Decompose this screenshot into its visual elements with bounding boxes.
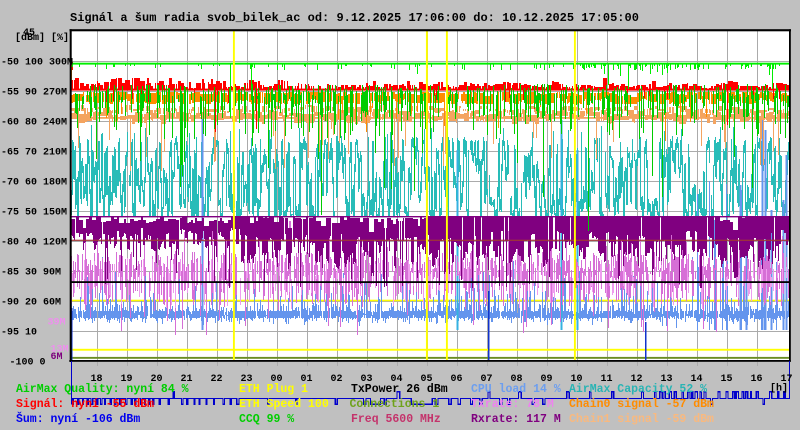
svg-text:-75 50 150M: -75 50 150M [1, 208, 67, 219]
svg-text:14: 14 [690, 374, 702, 385]
svg-text:-90 20 60M: -90 20 60M [1, 298, 61, 309]
svg-text:06: 06 [450, 374, 462, 385]
svg-text:16: 16 [750, 374, 762, 385]
svg-text:01: 01 [300, 374, 312, 385]
svg-text:10: 10 [570, 374, 582, 385]
svg-text:-60 80 240M: -60 80 240M [1, 118, 67, 129]
svg-text:23: 23 [240, 374, 252, 385]
svg-text:00: 00 [270, 374, 282, 385]
svg-text:[h]: [h] [770, 383, 788, 395]
svg-text:ETH Speed 100: ETH Speed 100 [239, 398, 329, 411]
svg-text:17: 17 [780, 374, 792, 385]
svg-text:-55 90 270M: -55 90 270M [1, 88, 67, 99]
svg-text:AirMax Quality: nyní 84 %: AirMax Quality: nyní 84 % [16, 383, 189, 396]
svg-text:-65 70 210M: -65 70 210M [1, 148, 67, 159]
svg-text:21: 21 [180, 374, 192, 385]
svg-text:TxPower 26 dBm: TxPower 26 dBm [351, 383, 448, 396]
svg-text:15: 15 [720, 374, 732, 385]
svg-text:Connections 1: Connections 1 [350, 398, 440, 411]
svg-text:Chain1 signal -59 dBm: Chain1 signal -59 dBm [569, 413, 714, 426]
svg-text:-50 100 300M: -50 100 300M [1, 58, 73, 69]
svg-text:13: 13 [660, 374, 672, 385]
svg-text:18: 18 [90, 374, 102, 385]
svg-text:Rxrate: 117 M: Rxrate: 117 M [471, 413, 561, 426]
svg-text:-85 30 90M: -85 30 90M [1, 268, 61, 279]
svg-text:6M: 6M [51, 352, 63, 363]
svg-text:ETH Plug 1: ETH Plug 1 [239, 383, 308, 396]
svg-text:Freq 5600 MHz: Freq 5600 MHz [351, 413, 441, 426]
svg-text:05: 05 [420, 374, 432, 385]
svg-text:19: 19 [120, 374, 132, 385]
svg-text:[dBm] [%]: [dBm] [%] [15, 32, 69, 44]
svg-text:45: 45 [23, 28, 35, 39]
svg-text:08: 08 [510, 374, 522, 385]
svg-text:20: 20 [150, 374, 162, 385]
svg-text:04: 04 [390, 374, 402, 385]
svg-text:02: 02 [330, 374, 342, 385]
svg-text:AirMax Capacity 52 %: AirMax Capacity 52 % [569, 383, 707, 396]
svg-text:Signál a šum radia svob_bilek_: Signál a šum radia svob_bilek_ac od: 9.1… [70, 11, 639, 25]
svg-text:-70 60 180M: -70 60 180M [1, 178, 67, 189]
svg-text:22: 22 [210, 374, 222, 385]
svg-text:-80 40 120M: -80 40 120M [1, 238, 67, 249]
svg-text:Txrate: 78 M: Txrate: 78 M [471, 398, 554, 411]
svg-text:-95 10: -95 10 [1, 328, 37, 339]
svg-text:Šum: nyní -106 dBm: Šum: nyní -106 dBm [16, 412, 140, 426]
svg-text:39M: 39M [48, 317, 66, 328]
svg-text:12: 12 [630, 374, 642, 385]
svg-text:-100 0: -100 0 [10, 358, 46, 369]
svg-text:03: 03 [360, 374, 372, 385]
svg-text:11: 11 [600, 374, 612, 385]
svg-text:CPU load 14 %: CPU load 14 % [471, 383, 561, 396]
svg-text:13M: 13M [51, 345, 69, 356]
svg-text:Signál: nyní -55 dBm: Signál: nyní -55 dBm [16, 398, 154, 411]
svg-text:Chain0 signal -57 dBm: Chain0 signal -57 dBm [569, 398, 714, 411]
svg-text:07: 07 [480, 374, 492, 385]
svg-text:09: 09 [540, 374, 552, 385]
svg-text:CCQ 99 %: CCQ 99 % [239, 413, 294, 426]
